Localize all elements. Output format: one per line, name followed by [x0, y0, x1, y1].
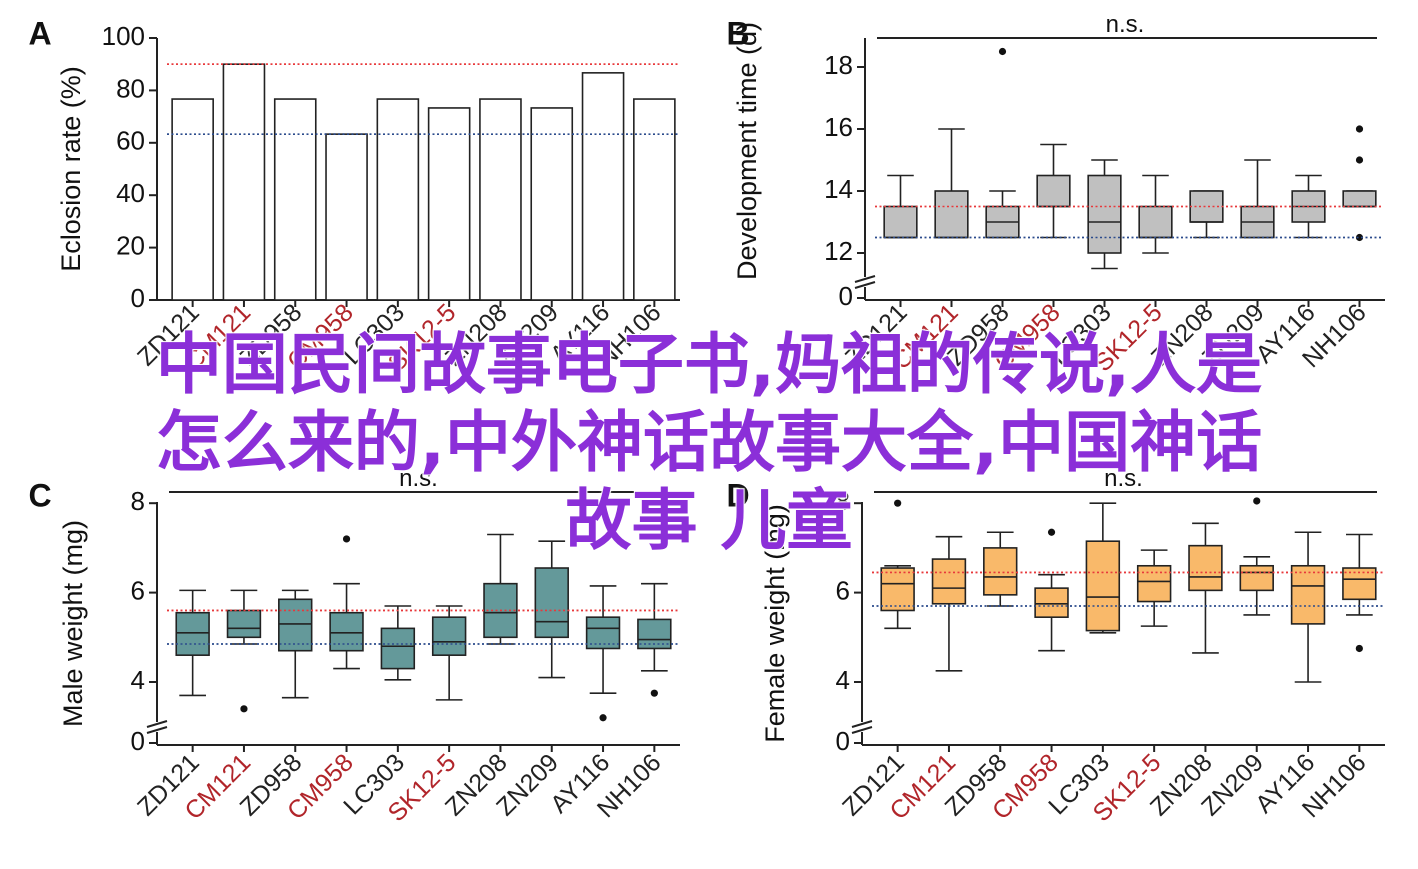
box	[1342, 190, 1377, 208]
y-tick-label: 0	[131, 726, 145, 756]
y-tick-label: 100	[102, 21, 145, 51]
outlier-point	[1047, 528, 1056, 536]
outlier-point	[1355, 644, 1363, 653]
significance-label: n.s.	[1104, 465, 1143, 492]
axis-break-mark	[146, 726, 168, 734]
y-tick-label: 0	[839, 281, 853, 311]
y-tick-label: 4	[131, 665, 145, 695]
y-tick-label: 6	[836, 575, 850, 605]
y-tick-label: 16	[824, 112, 853, 142]
outlier-point	[599, 714, 607, 722]
overlay-text-line-1: 中国民间故事电子书,妈祖的传说,人是	[155, 325, 1263, 404]
significance-label: n.s.	[399, 465, 438, 492]
bar	[171, 98, 214, 301]
outlier-point	[1355, 156, 1364, 164]
box	[983, 547, 1018, 596]
y-tick-label: 12	[824, 236, 853, 266]
outlier-point	[1355, 233, 1364, 242]
box	[880, 567, 915, 612]
panel-label-d: D	[726, 477, 749, 513]
box	[431, 616, 467, 656]
box	[175, 611, 210, 656]
bar	[581, 72, 625, 301]
y-tick-label: 8	[836, 486, 850, 516]
box	[329, 611, 364, 652]
box	[226, 609, 262, 639]
y-tick-label: 14	[824, 174, 853, 204]
box	[1239, 564, 1274, 592]
panel-label-a: A	[28, 15, 51, 51]
y-tick-label: 6	[131, 575, 145, 605]
box	[931, 558, 967, 605]
box	[1036, 174, 1071, 208]
box	[1138, 205, 1173, 239]
axis-break-gap	[859, 277, 873, 287]
significance-label: n.s.	[1106, 11, 1145, 38]
axis-break-mark	[146, 720, 168, 728]
y-tick-label: 60	[116, 126, 145, 156]
y-tick-label: 0	[131, 283, 145, 313]
box	[1136, 564, 1172, 603]
bar	[479, 98, 522, 301]
bar	[530, 107, 574, 301]
box	[1188, 544, 1223, 592]
outlier-point	[342, 535, 351, 543]
axis-break-mark	[851, 720, 873, 728]
box	[380, 627, 416, 670]
y-tick-label: 8	[131, 486, 145, 516]
y-tick-label: 18	[824, 50, 853, 80]
y-axis-title: Development time (d)	[732, 22, 762, 280]
panel-label-b: B	[726, 15, 749, 51]
outlier-point	[1253, 497, 1261, 505]
y-tick-label: 20	[116, 230, 145, 260]
box	[883, 205, 918, 239]
box	[534, 567, 569, 639]
y-tick-label: 0	[836, 726, 850, 756]
axis-break-gap	[856, 722, 870, 732]
y-tick-label: 40	[116, 178, 145, 208]
box	[1087, 174, 1122, 254]
bar	[633, 98, 676, 301]
bar	[427, 107, 471, 301]
overlay-text-line-3: 故事 儿童	[565, 481, 854, 560]
axis-break-mark	[854, 281, 876, 289]
overlay-text-line-2: 怎么来的,中外神话故事大全,中国神话	[155, 403, 1263, 482]
box	[278, 598, 313, 652]
y-tick-label: 80	[116, 73, 145, 103]
y-axis-title: Eclosion rate (%)	[56, 66, 86, 272]
outlier-point	[240, 705, 248, 713]
outlier-point	[998, 47, 1007, 56]
bar	[273, 98, 317, 301]
axis-break-gap	[151, 722, 165, 732]
bar	[222, 63, 266, 301]
bar	[325, 133, 368, 301]
axis-break-mark	[851, 726, 873, 734]
axis-break-mark	[854, 275, 876, 283]
panel-label-c: C	[28, 477, 51, 513]
bar	[376, 98, 420, 301]
y-axis-title: Female weight (mg)	[760, 504, 790, 743]
outlier-point	[650, 689, 658, 697]
outlier-point	[894, 499, 902, 507]
box	[1290, 564, 1326, 625]
box	[934, 190, 969, 239]
box	[1034, 587, 1069, 618]
outlier-point	[1355, 125, 1364, 133]
box	[1085, 540, 1121, 632]
y-tick-label: 4	[836, 665, 850, 695]
y-axis-title: Male weight (mg)	[58, 520, 88, 727]
